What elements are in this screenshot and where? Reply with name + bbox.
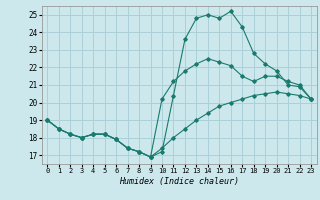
X-axis label: Humidex (Indice chaleur): Humidex (Indice chaleur) <box>119 177 239 186</box>
